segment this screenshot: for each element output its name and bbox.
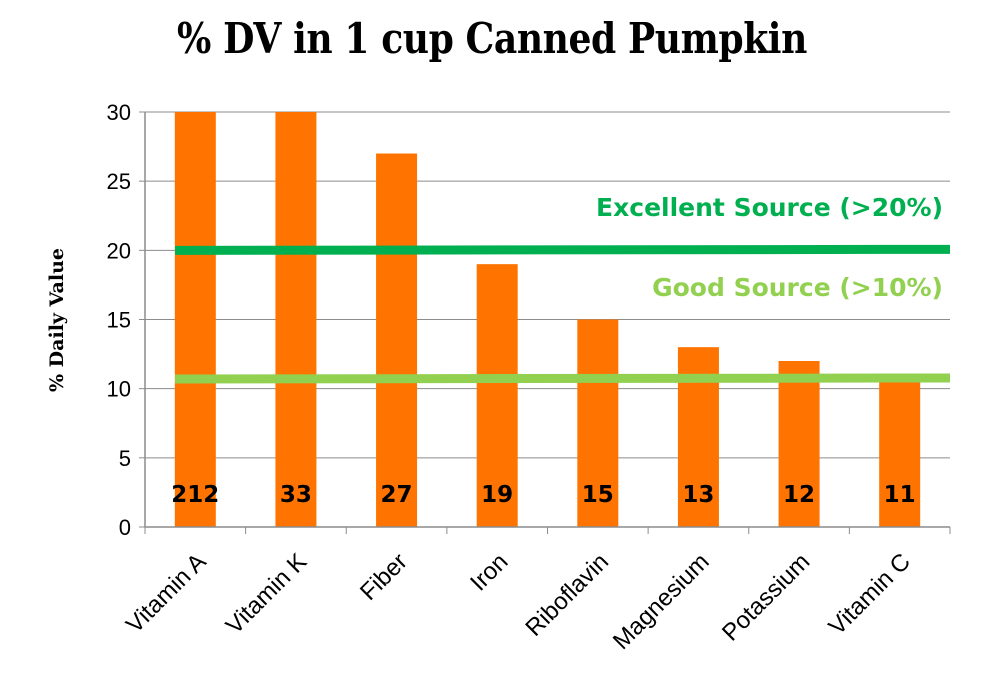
reference-line-label: Good Source (>10%) [652, 273, 943, 302]
bar [275, 112, 317, 527]
x-category-label: Vitamin C [824, 548, 916, 640]
data-label: 33 [280, 482, 312, 508]
bar [476, 264, 518, 527]
x-category-label: Iron [465, 548, 513, 596]
x-category-label: Fiber [355, 548, 413, 606]
x-category-label: Magnesium [608, 548, 715, 655]
bar [174, 112, 216, 527]
x-category-label: Vitamin A [121, 548, 211, 638]
data-label: 12 [783, 482, 815, 508]
x-category-label: Riboflavin [520, 548, 614, 642]
data-label: 11 [884, 482, 916, 508]
bar [778, 361, 820, 527]
data-label: 19 [481, 482, 513, 508]
bar [879, 374, 921, 527]
reference-lines [174, 244, 951, 384]
y-tick-label: 0 [119, 515, 131, 540]
y-axis-title: % Daily Value [46, 248, 68, 392]
reference-line [174, 244, 951, 255]
bar [376, 153, 418, 527]
reference-line [174, 373, 951, 384]
y-tick-label: 15 [107, 308, 131, 333]
y-tick-label: 5 [119, 446, 131, 471]
reference-line-label: Excellent Source (>20%) [596, 193, 943, 222]
axes [139, 111, 951, 534]
bar [577, 319, 619, 527]
y-tick-label: 30 [107, 100, 131, 125]
y-tick-label: 20 [107, 238, 131, 263]
data-label: 212 [171, 482, 219, 508]
data-label: 27 [381, 482, 413, 508]
x-category-label: Potassium [717, 548, 815, 646]
chart-title: % DV in 1 cup Canned Pumpkin [177, 14, 807, 63]
data-label: 13 [682, 482, 714, 508]
data-label: 15 [582, 482, 614, 508]
y-tick-label: 25 [107, 169, 131, 194]
y-tick-label: 10 [107, 377, 131, 402]
x-category-label: Vitamin K [221, 548, 312, 639]
bars [174, 112, 921, 527]
